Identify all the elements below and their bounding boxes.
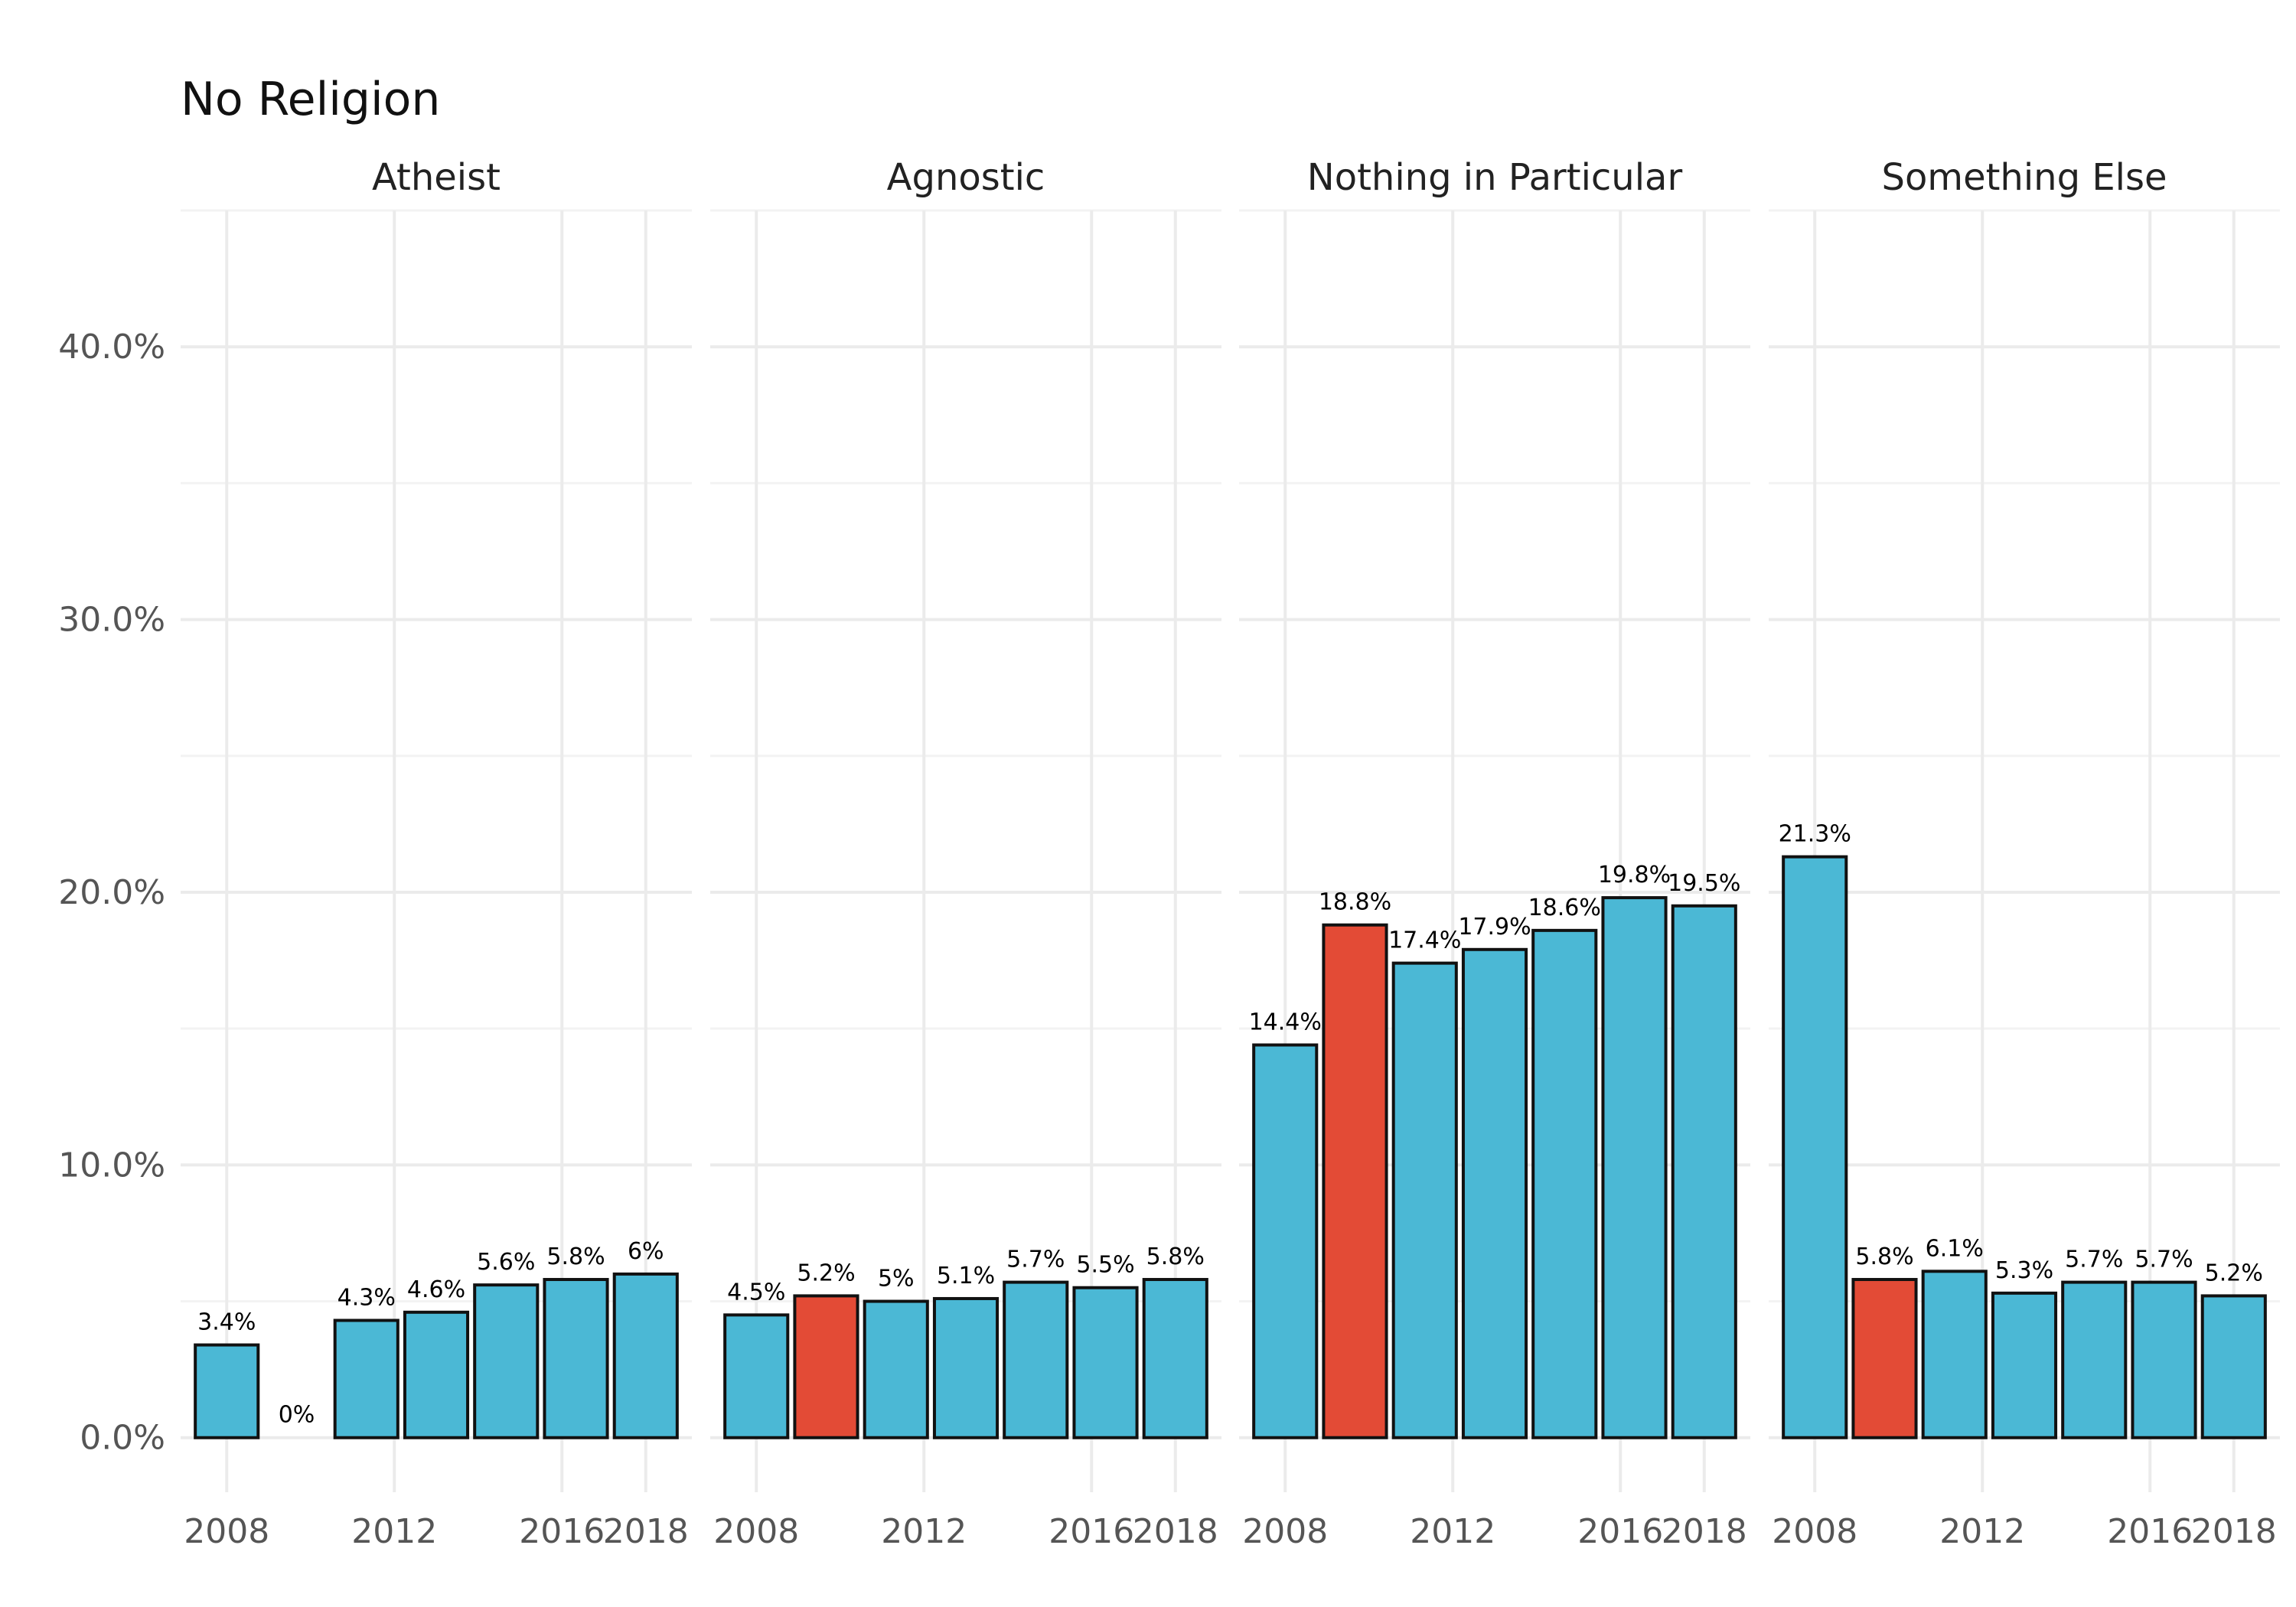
data-label: 19.8% (1598, 862, 1671, 888)
facet-panel: Atheist 3.4% 0% 4.3% 4.6% 5.6% 5.8% 6% 2008 2012 2… (181, 156, 692, 1551)
facet-strip-title: Something Else (1881, 156, 2167, 199)
data-label: 18.8% (1319, 889, 1391, 916)
bar (2131, 1280, 2197, 1439)
data-label: 19.5% (1668, 870, 1740, 897)
data-label: 21.3% (1779, 821, 1851, 848)
data-label: 5.5% (1076, 1252, 1134, 1279)
bar (1851, 1278, 1918, 1439)
bar (1601, 896, 1668, 1439)
data-label: 6.1% (1926, 1235, 1984, 1262)
bar (1252, 1043, 1319, 1439)
data-label: 5.3% (1995, 1257, 2053, 1284)
x-tick-label: 2018 (2191, 1512, 2277, 1551)
facet-panels: Atheist 3.4% 0% 4.3% 4.6% 5.6% 5.8% 6% 2008 2012 2… (181, 156, 2280, 1551)
data-label: 5.1% (937, 1263, 995, 1289)
bar (2061, 1280, 2128, 1439)
bar (793, 1294, 859, 1439)
data-label: 17.9% (1458, 914, 1531, 940)
facet-strip-title: Agnostic (887, 156, 1045, 199)
bar (403, 1310, 470, 1439)
x-tick-label: 2008 (1772, 1512, 1857, 1551)
x-tick-label: 2018 (1662, 1512, 1747, 1551)
data-label: 5.7% (2065, 1247, 2123, 1273)
x-tick-label: 2012 (881, 1512, 967, 1551)
chart-title: No Religion (181, 73, 440, 126)
data-label: 14.4% (1249, 1009, 1322, 1036)
x-tick-label: 2018 (603, 1512, 689, 1551)
data-label: 5.7% (2135, 1247, 2193, 1273)
bar (1003, 1280, 1069, 1439)
facet-panel: Agnostic 4.5% 5.2% 5% 5.1% 5.7% 5.5% 5.8% 2008 20… (710, 156, 1221, 1551)
bar (1322, 923, 1388, 1439)
data-label: 17.4% (1388, 927, 1461, 954)
facet-strip-title: Atheist (372, 156, 501, 199)
data-label: 18.6% (1528, 895, 1601, 921)
bar (1391, 961, 1458, 1439)
bar (1142, 1278, 1208, 1439)
bar (2200, 1294, 2267, 1439)
x-tick-label: 2012 (1410, 1512, 1495, 1551)
bar (1072, 1286, 1139, 1439)
x-tick-label: 2008 (184, 1512, 269, 1551)
data-label: 4.5% (727, 1279, 785, 1305)
data-label: 5% (878, 1266, 915, 1292)
x-tick-label: 2016 (1577, 1512, 1663, 1551)
bar (1991, 1291, 2058, 1439)
data-label: 5.7% (1006, 1247, 1065, 1273)
y-axis: 0.0% 10.0% 20.0% 30.0% 40.0% (58, 328, 165, 1458)
bar (194, 1343, 260, 1439)
bar (1531, 928, 1598, 1439)
data-label: 5.2% (2205, 1260, 2263, 1286)
y-tick-label: 30.0% (58, 601, 165, 640)
x-tick-label: 2008 (713, 1512, 799, 1551)
facet-panel: Something Else 21.3% 5.8% 6.1% 5.3% 5.7% 5.7% 5… (1769, 156, 2280, 1551)
y-tick-label: 40.0% (58, 328, 165, 367)
bar (612, 1272, 679, 1439)
data-label: 4.3% (338, 1284, 396, 1311)
y-tick-label: 20.0% (58, 873, 165, 912)
data-label: 4.6% (407, 1276, 465, 1303)
bar (1921, 1270, 1988, 1439)
y-tick-label: 10.0% (58, 1146, 165, 1185)
data-label: 5.6% (477, 1249, 535, 1276)
x-tick-label: 2012 (1939, 1512, 2025, 1551)
x-tick-label: 2018 (1133, 1512, 1218, 1551)
data-label: 5.8% (1855, 1244, 1913, 1270)
data-label: 5.2% (797, 1260, 855, 1286)
data-label: 6% (628, 1238, 664, 1265)
x-tick-label: 2016 (519, 1512, 605, 1551)
bar (333, 1319, 400, 1439)
bar (1671, 904, 1737, 1439)
x-tick-label: 2012 (351, 1512, 437, 1551)
data-label: 0% (279, 1402, 315, 1429)
bar (723, 1313, 790, 1439)
x-tick-label: 2016 (2107, 1512, 2193, 1551)
bar (932, 1296, 1000, 1439)
x-tick-label: 2016 (1049, 1512, 1134, 1551)
data-label: 5.8% (546, 1244, 605, 1270)
facet-strip-title: Nothing in Particular (1307, 156, 1683, 199)
data-label: 3.4% (197, 1309, 256, 1336)
y-tick-label: 0.0% (80, 1419, 165, 1458)
data-label: 5.8% (1146, 1244, 1205, 1270)
facet-panel: Nothing in Particular 14.4% 18.8% 17.4%17.9… (1239, 156, 1750, 1551)
bar (1461, 947, 1528, 1439)
bar (863, 1299, 929, 1439)
x-tick-label: 2008 (1242, 1512, 1328, 1551)
bar (543, 1278, 609, 1439)
bar (1782, 855, 1848, 1439)
bar (473, 1283, 540, 1439)
